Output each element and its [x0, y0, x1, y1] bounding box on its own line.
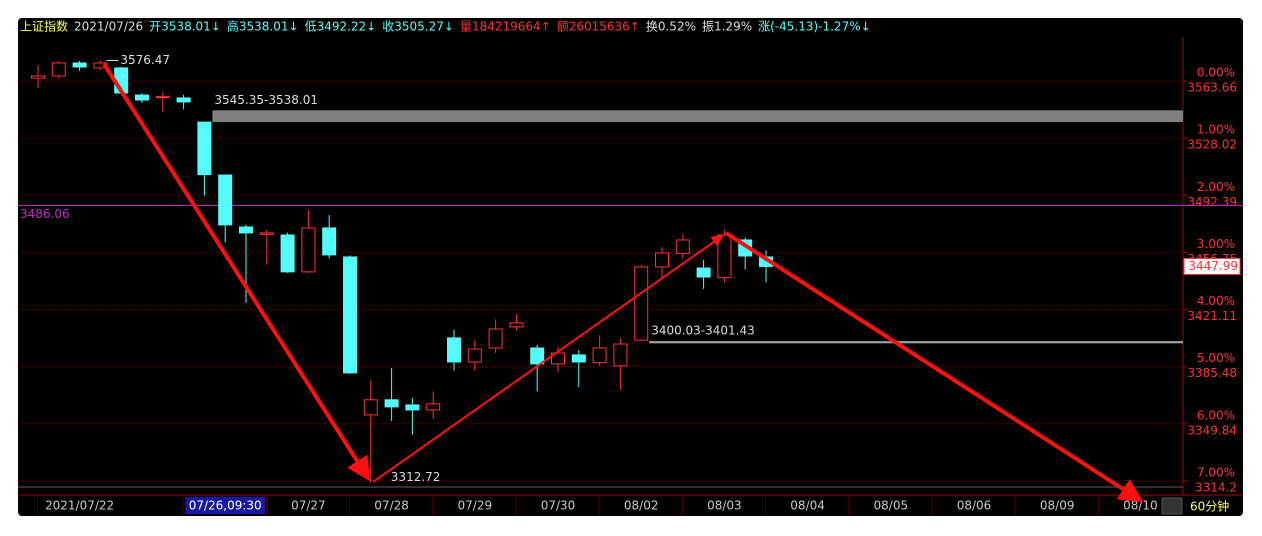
candle-body	[571, 354, 586, 363]
y-tick-label: 3314.2	[1195, 480, 1237, 494]
x-tick-label: 08/06	[957, 499, 992, 513]
candle-body	[197, 121, 212, 176]
candle-body	[488, 328, 503, 349]
header-item: 额26015636↑	[557, 20, 640, 34]
header-item: 低3492.22↓	[305, 20, 377, 34]
trend-arrows	[102, 62, 1144, 503]
candle-body	[72, 62, 87, 68]
candle-body	[363, 399, 378, 416]
header-item: 上证指数	[20, 19, 68, 34]
x-tick-label: 2021/07/22	[45, 499, 114, 513]
candle-body	[613, 343, 628, 367]
x-tick-label: 08/05	[874, 499, 909, 513]
trend-arrow	[102, 62, 371, 482]
candle-body	[551, 352, 565, 365]
current-price-label: 3447.99	[1188, 259, 1238, 273]
candle-body	[384, 399, 399, 408]
y-tick-pct-label: 7.00%	[1197, 465, 1235, 479]
candle-body	[696, 267, 711, 278]
candle-body	[447, 337, 461, 363]
candle-body	[239, 226, 253, 234]
candle-body	[51, 62, 66, 77]
y-tick-pct-label: 3.00%	[1197, 237, 1235, 251]
x-tick-label: 08/09	[1040, 499, 1075, 513]
y-tick-pct-label: 4.00%	[1197, 294, 1235, 308]
candle-body	[343, 256, 357, 374]
x-tick-label: 07/27	[291, 499, 326, 513]
x-cursor-box	[185, 497, 266, 514]
candle-body	[301, 227, 316, 273]
plot-layer: 0.00%3563.66 1.00%3528.02 2.00%3492.39 3.00…	[18, 53, 1243, 516]
gap-band	[649, 341, 1183, 344]
reference-label: 3486.06	[20, 207, 70, 221]
candle-body	[467, 348, 482, 363]
candle-body	[717, 234, 732, 279]
candle-body	[259, 232, 274, 235]
candle-body	[155, 96, 170, 99]
x-tick-label: 07/26,09:30	[189, 499, 262, 513]
header-item: 量184219664↑	[460, 20, 551, 34]
y-tick-label: 3563.66	[1187, 80, 1237, 94]
y-tick-label: 3528.02	[1187, 138, 1237, 152]
candle-body	[530, 347, 545, 365]
gap-label: 3400.03-3401.43	[651, 324, 755, 338]
candle-body	[592, 347, 607, 364]
x-tick-label: 07/29	[458, 499, 493, 513]
x-tick-label: 07/30	[541, 499, 576, 513]
y-tick-pct-label: 2.00%	[1197, 180, 1235, 194]
header-item: 换0.52%	[646, 20, 696, 34]
candle-body	[176, 97, 191, 103]
y-tick-label: 3385.48	[1187, 366, 1237, 380]
period-button[interactable]	[1161, 497, 1183, 515]
trend-arrow	[372, 234, 724, 483]
y-tick-pct-label: 6.00%	[1197, 408, 1235, 422]
header-item: 2021/07/26	[74, 20, 143, 34]
header-item: 高3538.01↓	[227, 19, 299, 34]
candle-body	[322, 227, 337, 256]
candle-body	[218, 174, 233, 226]
header-item: 涨(-45.13)-1.27%↓	[758, 19, 871, 34]
candle-body	[675, 239, 690, 255]
candle-body	[655, 252, 669, 268]
gap-label: 3545.35-3538.01	[214, 93, 318, 107]
trend-arrow	[724, 231, 1144, 503]
y-tick-pct-label: 5.00%	[1197, 351, 1235, 365]
x-tick-label: 08/10	[1123, 499, 1158, 513]
candle-body	[135, 94, 149, 101]
header-item: 收3505.27↓	[382, 20, 454, 34]
candle-body	[509, 322, 524, 328]
period-label: 60分钟	[1190, 499, 1229, 514]
y-tick-label: 3421.11	[1187, 309, 1237, 323]
gap-band	[212, 110, 1183, 123]
candle-body	[31, 75, 45, 79]
candle-body	[280, 234, 295, 273]
x-tick-label: 08/02	[624, 499, 659, 513]
candle-body	[634, 266, 649, 341]
high-label: 3576.47	[120, 53, 170, 67]
x-tick-label: 08/03	[707, 499, 742, 513]
header-item: 开3538.01↓	[149, 20, 221, 34]
x-tick-label: 08/04	[790, 499, 825, 513]
y-tick-pct-label: 0.00%	[1197, 65, 1235, 79]
y-tick-label: 3492.39	[1187, 195, 1237, 209]
header-item: 振1.29%	[702, 20, 752, 34]
low-label: 3312.72	[391, 470, 441, 484]
x-tick-label: 07/28	[374, 499, 409, 513]
candle-body	[426, 403, 441, 411]
candle-body	[405, 404, 420, 411]
y-tick-pct-label: 1.00%	[1197, 123, 1235, 137]
chart-background	[18, 18, 1243, 516]
current-price-box	[1183, 257, 1241, 275]
y-tick-label: 3349.84	[1187, 423, 1237, 437]
